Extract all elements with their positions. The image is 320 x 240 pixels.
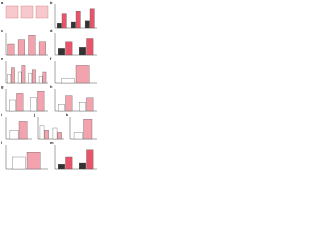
bar — [58, 48, 65, 56]
panel-label: h — [50, 84, 53, 89]
bar — [83, 119, 93, 140]
bar — [79, 102, 86, 112]
bar — [56, 23, 62, 29]
bar — [12, 156, 26, 170]
bar — [8, 99, 16, 112]
bar — [57, 132, 62, 140]
panel-label: l — [1, 140, 2, 145]
panel-label: d — [50, 28, 53, 33]
bar — [65, 156, 73, 170]
panel-label: g — [1, 84, 4, 89]
bar — [38, 41, 46, 56]
panel-label: b — [50, 0, 53, 5]
bar — [37, 91, 45, 112]
bar — [39, 125, 45, 140]
bar — [28, 72, 33, 84]
bar — [18, 121, 28, 140]
bar — [9, 130, 19, 140]
bar — [75, 65, 90, 84]
bar — [84, 20, 90, 29]
cell-box — [20, 5, 34, 19]
panel-label: f — [50, 56, 52, 61]
panel-label: a — [1, 0, 4, 5]
bar — [73, 132, 83, 140]
panel-label: e — [1, 56, 4, 61]
bar — [79, 162, 86, 170]
bar — [28, 35, 36, 56]
panel-label: k — [66, 112, 69, 117]
bar — [44, 130, 49, 140]
bar — [42, 71, 47, 84]
bar — [86, 97, 94, 112]
bar — [26, 152, 41, 170]
panel-label: i — [1, 112, 2, 117]
bar — [17, 39, 25, 56]
panel-label: c — [1, 28, 4, 33]
bar — [86, 149, 94, 170]
bar — [70, 21, 76, 29]
cell-diagram — [5, 5, 49, 19]
bar — [16, 93, 24, 112]
bar — [38, 76, 43, 84]
bar — [86, 38, 94, 56]
bar — [89, 8, 95, 29]
cell-box — [35, 5, 49, 19]
bar — [61, 13, 67, 29]
bar — [58, 104, 65, 112]
bar — [17, 71, 22, 84]
bar — [79, 47, 86, 56]
bar — [32, 69, 36, 84]
bar — [75, 11, 81, 29]
bar — [21, 65, 26, 84]
bar — [7, 43, 15, 56]
panel-label: m — [50, 140, 54, 145]
bar — [52, 127, 58, 140]
bar — [65, 95, 73, 112]
bar — [29, 97, 37, 112]
bar — [11, 67, 15, 84]
figure: a b c d e f g h i j k l m — [1, 0, 97, 170]
bar — [7, 74, 12, 84]
bar — [61, 78, 75, 84]
panel-label: j — [33, 112, 35, 117]
bar — [65, 41, 73, 56]
bar — [58, 164, 65, 170]
cell-box — [5, 5, 19, 19]
